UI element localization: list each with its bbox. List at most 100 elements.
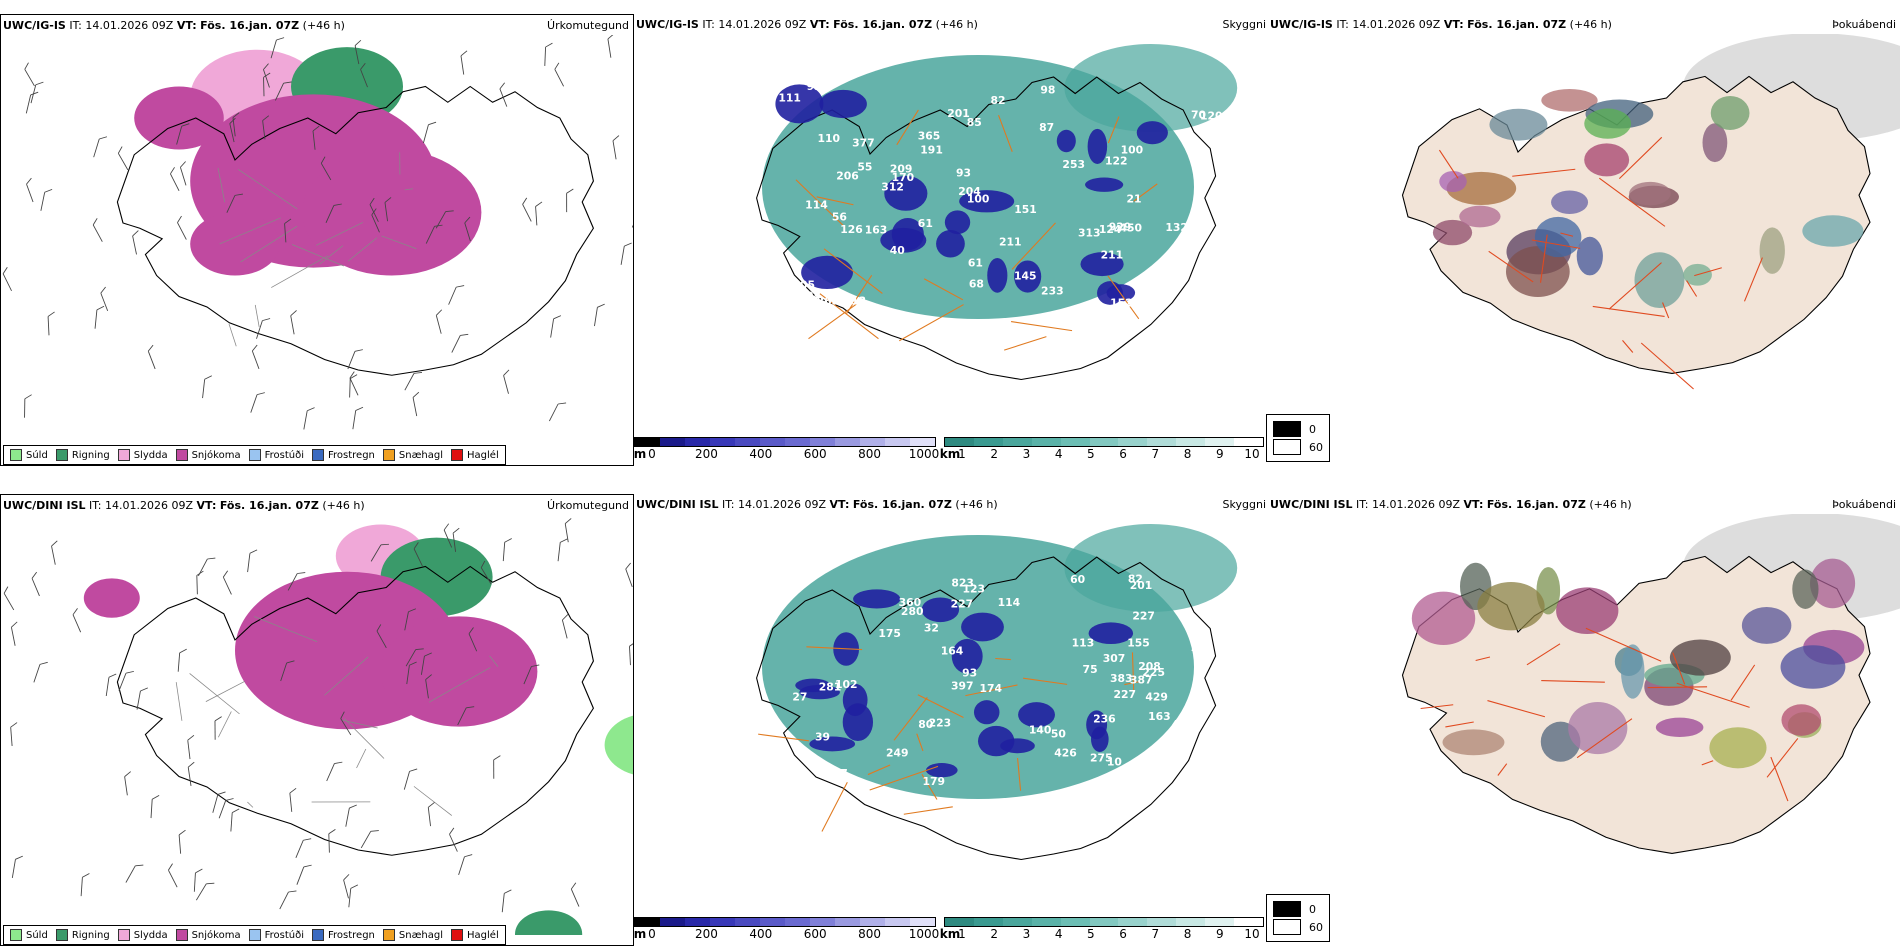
visibility-value: 93 [807, 80, 822, 93]
visibility-value: 111 [778, 92, 801, 105]
colorbar-tick: 2 [990, 447, 999, 461]
visibility-value: 80 [918, 718, 933, 731]
visibility-value: 387 [1130, 673, 1153, 686]
road-line [319, 245, 344, 265]
road-line [816, 196, 854, 206]
visibility-value: 201 [947, 107, 970, 120]
wind-barb [535, 201, 543, 226]
wind-barb [212, 791, 226, 813]
fog-map-bottom: UWC/DINI ISL IT: 14.01.2026 09Z VT: Fös.… [1268, 494, 1900, 944]
legend-label: Haglél [467, 449, 499, 461]
wind-barb [10, 722, 18, 747]
colorbar-segment [735, 438, 760, 446]
wind-barb [251, 344, 260, 369]
wind-barb [413, 542, 423, 567]
low-visibility-area [961, 612, 1004, 642]
low-visibility-area [1080, 252, 1124, 277]
fog-area [1568, 701, 1628, 755]
wind-barb [544, 42, 553, 66]
road-line [1694, 267, 1722, 277]
wind-barb [51, 540, 58, 565]
wind-barb [170, 167, 180, 192]
wind-barb [566, 188, 574, 213]
wind-barb [94, 305, 105, 329]
wind-barb [369, 197, 379, 222]
wind-barb [274, 81, 292, 101]
panel-title: UWC/DINI ISL IT: 14.01.2026 09Z VT: Fös.… [1270, 498, 1632, 511]
legend-label: Frostúði [264, 449, 304, 461]
wind-barb [320, 156, 332, 181]
legend-item: Frostregn [312, 929, 375, 941]
visibility-value: 61 [918, 217, 933, 230]
wind-barb [412, 391, 420, 417]
wind-barb [340, 711, 352, 736]
wind-barb [594, 303, 605, 327]
colorbar-segment [710, 438, 735, 446]
wind-barb [284, 218, 292, 243]
wind-barb [124, 771, 131, 796]
visibility-value: 208 [1138, 660, 1161, 673]
visibility-value: 163 [1148, 710, 1171, 723]
fog-area [1477, 582, 1545, 631]
colorbar-tick: 3 [1022, 447, 1031, 461]
road-line [867, 764, 891, 776]
visibility-value: 486 [1172, 718, 1195, 731]
visibility-value: 179 [922, 775, 945, 788]
colorbar-segment [1176, 438, 1206, 446]
visibility-value: 225 [1142, 666, 1165, 679]
fog-area [1584, 108, 1632, 139]
road-line [1592, 305, 1665, 317]
road-line [253, 616, 318, 642]
colorbar-segment [1205, 918, 1235, 926]
road-line [271, 255, 329, 288]
visibility-value: 68 [969, 277, 984, 290]
wind-barb [93, 136, 108, 158]
wind-barb [178, 829, 186, 854]
fog-area [1780, 645, 1846, 689]
visibility-value: 227 [1114, 688, 1137, 701]
legend-swatch [117, 929, 130, 941]
colorbar-tick: 800 [858, 447, 882, 461]
legend-label: Slydda [133, 929, 168, 941]
road-line [175, 682, 183, 721]
road-line [1107, 275, 1140, 320]
wind-barb [295, 838, 312, 858]
visibility-value: 365 [918, 129, 941, 142]
wind-barb [312, 125, 320, 150]
fog-area [1669, 639, 1731, 676]
wind-barb [24, 62, 35, 87]
fog-legend-swatch [1273, 439, 1301, 455]
legend-swatch [175, 449, 188, 461]
iceland-visibility-map: 387 275 227 249 164 102 60 174 27 93 80 201 208 280 15… [756, 524, 1238, 861]
fog-area [1802, 215, 1864, 247]
road-line [291, 244, 344, 267]
colorbar-segment [1002, 918, 1032, 926]
fog-legend-label: 60 [1309, 920, 1323, 934]
fog-area [1709, 727, 1767, 769]
legend-swatch [248, 449, 261, 461]
wind-barb [33, 661, 48, 683]
colorbar-unit: km [939, 447, 961, 461]
road-line [1647, 686, 1708, 689]
road-line [1622, 339, 1634, 353]
fog-area [1432, 219, 1473, 246]
legend-swatch [451, 449, 464, 461]
iceland-precip-map [2, 35, 633, 430]
road-line [356, 748, 367, 769]
colorbar-segment [685, 438, 710, 446]
road-line [795, 179, 846, 228]
wind-barb [345, 804, 357, 827]
wind-barb [100, 286, 109, 312]
road-line [1488, 250, 1534, 283]
panel-type: Skyggni [1222, 498, 1266, 511]
wind-barb [290, 310, 297, 335]
colorbar-segment [973, 918, 1003, 926]
visibility-value: 113 [844, 294, 867, 307]
wind-barb [464, 216, 471, 242]
visibility-value: 56 [832, 211, 847, 224]
road-line [1743, 257, 1763, 302]
visibility-value: 155 [1127, 636, 1150, 649]
colorbar-segment [945, 438, 974, 446]
visibility-value: 207 [825, 767, 848, 780]
wind-barb [287, 572, 306, 591]
